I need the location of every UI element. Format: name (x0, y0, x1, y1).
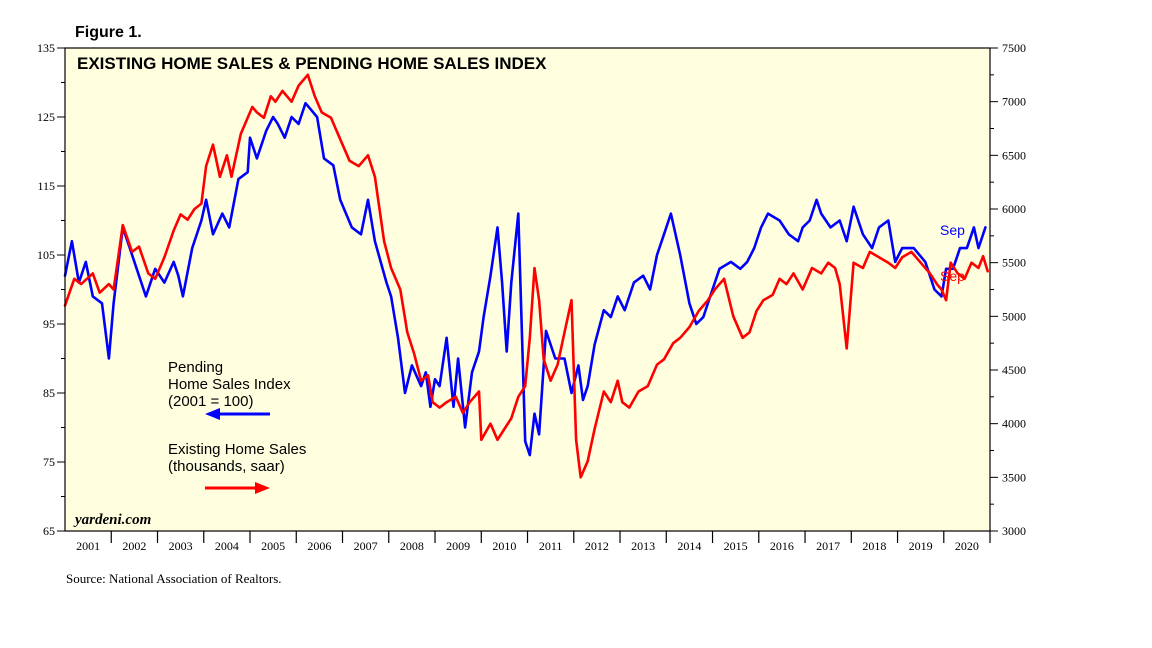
left-tick-label: 115 (37, 179, 55, 193)
x-tick-label: 2003 (169, 539, 193, 553)
right-tick-label: 5000 (1002, 309, 1026, 323)
left-arrow-icon (205, 408, 270, 420)
pending-end-label: Sep (940, 222, 965, 238)
x-axis: 2001 2002 2003 2004 2005 2006 2007 2008 2009 2010… (76, 531, 991, 553)
left-tick-label: 135 (37, 41, 55, 55)
right-tick-label: 5500 (1002, 256, 1026, 270)
right-tick-label: 6500 (1002, 148, 1026, 162)
pending-home-sales-line (63, 101, 987, 457)
x-tick-label: 2017 (816, 539, 840, 553)
x-tick-label: 2020 (955, 539, 979, 553)
right-tick-label: 3500 (1002, 470, 1026, 484)
x-tick-label: 2018 (862, 539, 886, 553)
chart-title: EXISTING HOME SALES & PENDING HOME SALES… (77, 54, 547, 73)
x-tick-label: 2006 (307, 539, 331, 553)
existing-home-sales-line (63, 73, 990, 479)
right-tick-label: 3000 (1002, 524, 1026, 538)
legend-existing-line-2: (thousands, saar) (168, 458, 285, 475)
right-arrow-icon (205, 482, 270, 494)
legend-pending-line-3: (2001 = 100) (168, 393, 253, 410)
plot-frame (64, 47, 991, 532)
right-tick-label: 7500 (1002, 41, 1026, 55)
left-tick-label: 75 (43, 455, 55, 469)
left-y-axis: 65 75 85 95 105 115 125 135 (37, 41, 65, 538)
figure-label: Figure 1. (75, 24, 142, 41)
x-tick-label: 2009 (446, 539, 470, 553)
left-tick-label: 95 (43, 317, 55, 331)
right-tick-label: 7000 (1002, 95, 1026, 109)
left-tick-label: 85 (43, 386, 55, 400)
x-tick-label: 2019 (909, 539, 933, 553)
legend-pending: Pending Home Sales Index (2001 = 100) (168, 359, 291, 420)
x-tick-label: 2005 (261, 539, 285, 553)
x-tick-label: 2011 (539, 539, 563, 553)
existing-end-label: Sep (940, 268, 965, 284)
x-tick-label: 2012 (585, 539, 609, 553)
legend-existing-line-1: Existing Home Sales (168, 441, 306, 458)
x-tick-label: 2008 (400, 539, 424, 553)
legend-pending-line-1: Pending (168, 359, 223, 376)
x-tick-label: 2002 (122, 539, 146, 553)
right-tick-label: 6000 (1002, 202, 1026, 216)
legend-pending-line-2: Home Sales Index (168, 376, 291, 393)
right-y-axis: 3000 3500 4000 4500 5000 5500 6000 6500 7000 7500 (990, 41, 1026, 538)
left-tick-label: 125 (37, 110, 55, 124)
x-tick-label: 2004 (215, 539, 239, 553)
x-tick-label: 2001 (76, 539, 100, 553)
x-tick-label: 2016 (770, 539, 794, 553)
x-tick-label: 2013 (631, 539, 655, 553)
series-layer (63, 73, 990, 479)
x-tick-label: 2010 (492, 539, 516, 553)
legend-existing: Existing Home Sales (thousands, saar) (168, 441, 306, 494)
x-tick-label: 2014 (677, 539, 701, 553)
source-note: Source: National Association of Realtors… (66, 571, 282, 586)
left-tick-label: 65 (43, 524, 55, 538)
x-tick-label: 2015 (724, 539, 748, 553)
left-tick-label: 105 (37, 248, 55, 262)
x-tick-label: 2007 (354, 539, 378, 553)
right-tick-label: 4500 (1002, 363, 1026, 377)
right-tick-label: 4000 (1002, 417, 1026, 431)
watermark: yardeni.com (73, 512, 151, 528)
